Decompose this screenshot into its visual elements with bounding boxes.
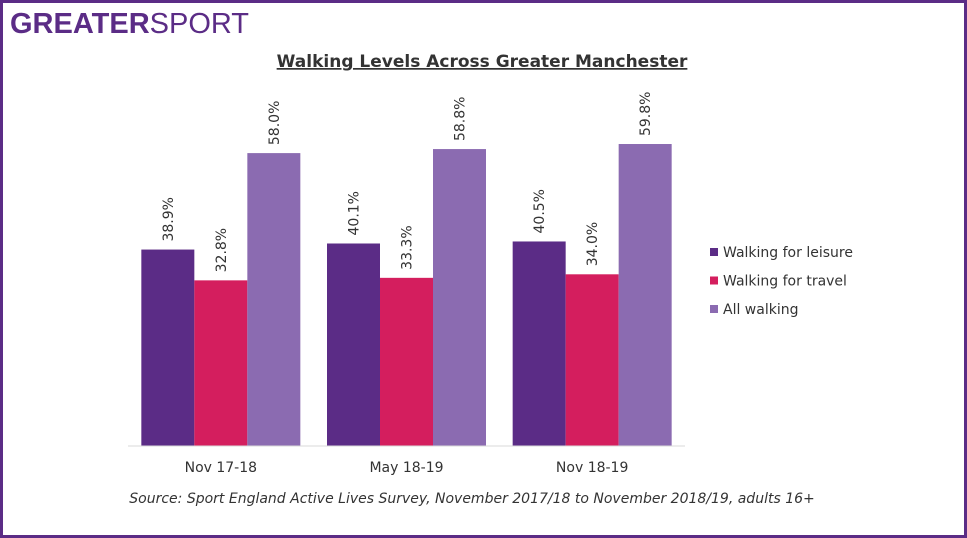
legend-label: Walking for leisure (723, 245, 853, 261)
legend-label: Walking for travel (723, 274, 847, 290)
bar (618, 144, 672, 446)
legend-label: All walking (723, 302, 798, 318)
x-tick-label: May 18-19 (369, 460, 443, 476)
logo: GREATERSPORT (10, 8, 249, 40)
bar (141, 249, 195, 446)
bar (194, 280, 248, 446)
data-label: 38.9% (161, 197, 177, 241)
x-tick-label: Nov 18-19 (556, 460, 628, 476)
data-label: 58.8% (453, 97, 469, 141)
data-label: 40.1% (347, 191, 363, 235)
bar (327, 243, 380, 446)
bar (247, 153, 301, 446)
legend-swatch (710, 248, 718, 256)
chart-title: Walking Levels Across Greater Manchester (277, 52, 688, 72)
data-label: 34.0% (585, 222, 601, 266)
source-note: Source: Sport England Active Lives Surve… (129, 491, 814, 507)
data-label: 40.5% (532, 189, 548, 233)
data-label: 32.8% (214, 228, 230, 272)
bar (380, 277, 433, 446)
legend-swatch (710, 305, 718, 313)
data-label: 33.3% (400, 225, 416, 269)
data-label: 59.8% (638, 92, 654, 136)
bar (565, 274, 619, 446)
logo-bold: GREATER (10, 8, 150, 40)
bar (433, 149, 486, 446)
logo-light: SPORT (150, 8, 250, 40)
x-tick-label: Nov 17-18 (185, 460, 257, 476)
data-label: 58.0% (267, 101, 283, 145)
legend-swatch (710, 276, 718, 285)
bar (512, 241, 566, 446)
